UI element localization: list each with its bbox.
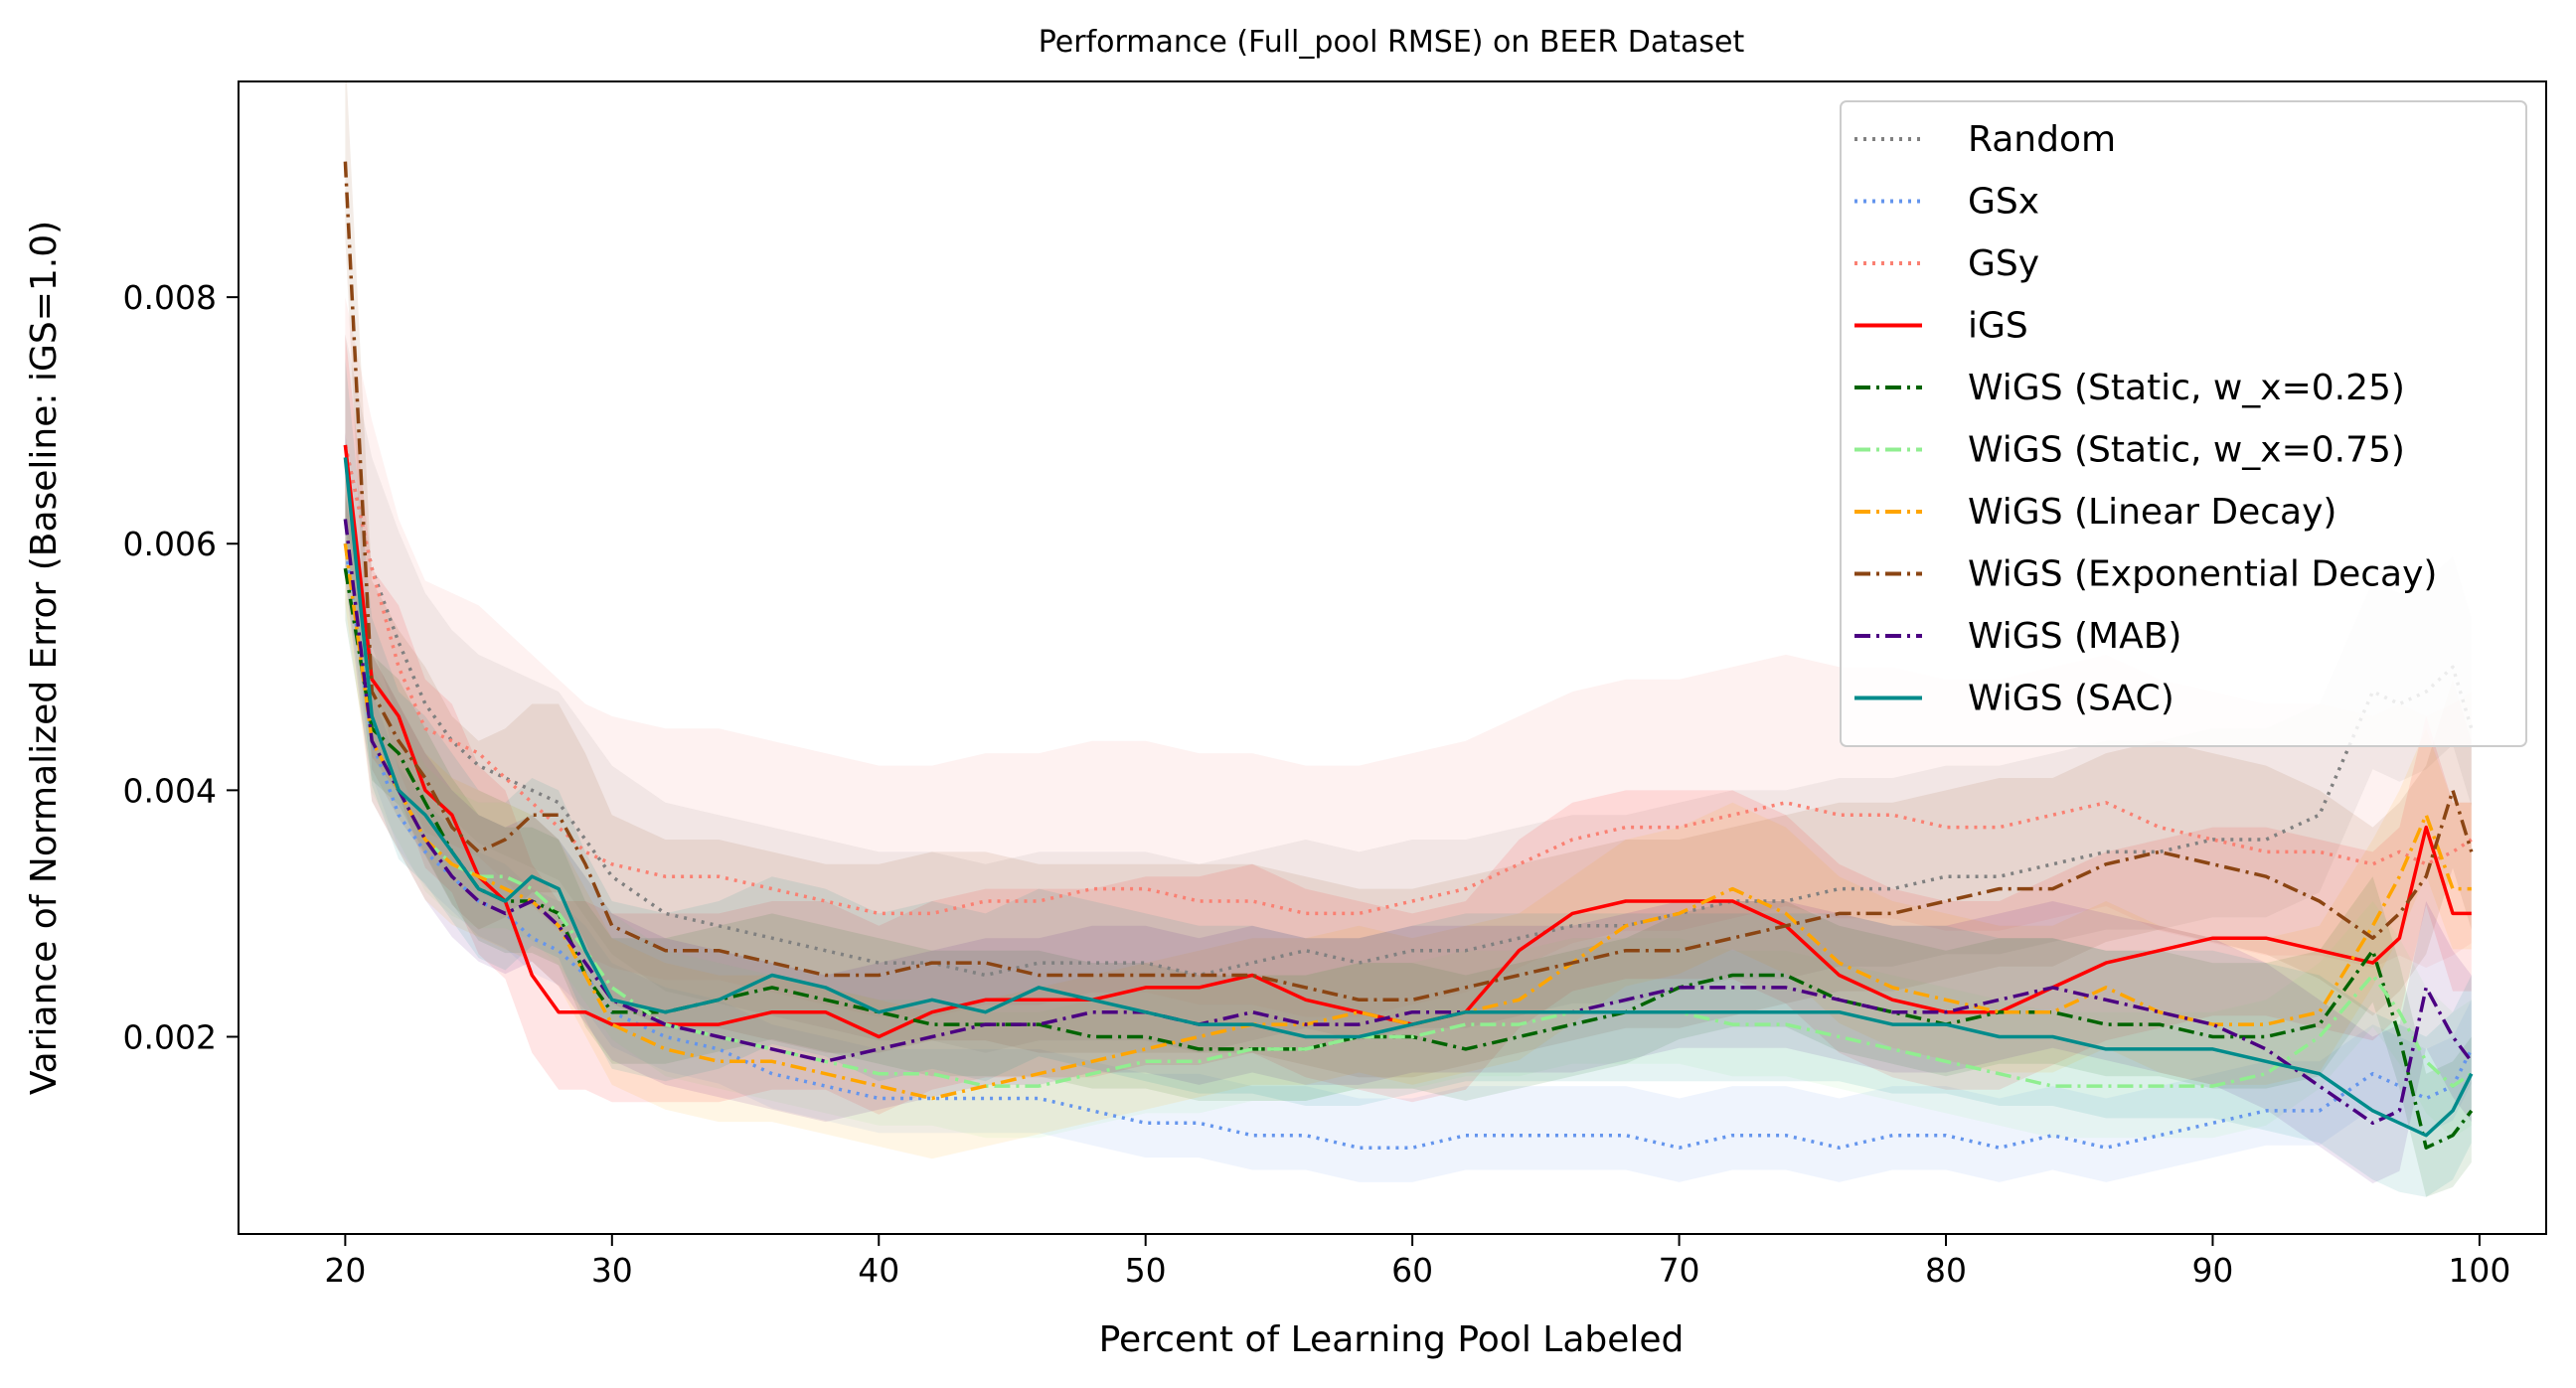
x-tick-label: 90 (2191, 1251, 2233, 1290)
band-wigs-static-w-x-0-75 (345, 445, 2472, 1139)
chart-title: Performance (Full_pool RMSE) on BEER Dat… (1039, 25, 1745, 60)
series-line-wigs-static-w-x-0-75 (343, 519, 2473, 1088)
series-line-wigs-sac (343, 457, 2474, 1138)
x-tick-label: 100 (2448, 1251, 2510, 1290)
y-tick-label: 0.002 (123, 1017, 217, 1056)
legend-label-gsx: GSx (1968, 182, 2039, 223)
legend-label-wigs-static-w-x-0-25: WiGS (Static, w_x=0.25) (1968, 368, 2405, 408)
band-wigs-mab (345, 432, 2472, 1184)
x-axis-label: Percent of Learning Pool Labeled (1099, 1319, 1685, 1360)
y-tick-label: 0.006 (123, 525, 217, 563)
legend-label-igs: iGS (1968, 306, 2028, 347)
x-axis-ticks: 20 30 40 50 60 70 80 90 100 (324, 1234, 2510, 1290)
legend-label-wigs-sac: WiGS (SAC) (1968, 679, 2174, 719)
legend-box (1840, 100, 2527, 747)
series-line-wigs-exponential-decay (343, 161, 2474, 1002)
legend-label-random: Random (1968, 119, 2116, 160)
series-line-igs (343, 444, 2472, 1039)
x-tick-label: 60 (1391, 1251, 1433, 1290)
series-line-gsy (343, 444, 2473, 916)
legend-label-wigs-mab: WiGS (MAB) (1968, 616, 2181, 657)
x-tick-label: 20 (324, 1251, 366, 1290)
x-tick-label: 30 (591, 1251, 633, 1290)
plot-area-frame (238, 80, 2547, 1235)
band-igs (345, 334, 2472, 1115)
series-lines (343, 161, 2474, 1150)
y-axis-label: Variance of Normalized Error (Baseline: … (24, 221, 65, 1095)
legend-label-wigs-exponential-decay: WiGS (Exponential Decay) (1968, 554, 2437, 595)
legend-label-gsy: GSy (1968, 243, 2039, 284)
band-wigs-exponential-decay (345, 81, 2472, 1078)
band-gsy (345, 297, 2472, 1017)
legend-label-wigs-linear-decay: WiGS (Linear Decay) (1968, 492, 2336, 533)
y-tick-label: 0.008 (123, 278, 217, 317)
y-axis-ticks: 0.002 0.004 0.006 0.008 (123, 278, 239, 1056)
y-tick-label: 0.004 (123, 771, 217, 810)
x-tick-label: 40 (858, 1251, 899, 1290)
x-tick-label: 70 (1659, 1251, 1700, 1290)
series-line-wigs-mab (343, 519, 2474, 1126)
band-wigs-linear-decay (345, 457, 2472, 1159)
legend-label-wigs-static-w-x-0-75: WiGS (Static, w_x=0.75) (1968, 430, 2405, 471)
legend: Random GSx GSy iGS WiGS (Static, w_x=0.25) Wi… (1840, 100, 2527, 747)
band-wigs-sac (345, 359, 2472, 1197)
x-tick-label: 80 (1925, 1251, 1967, 1290)
band-random (345, 334, 2472, 1053)
x-tick-label: 50 (1125, 1251, 1167, 1290)
